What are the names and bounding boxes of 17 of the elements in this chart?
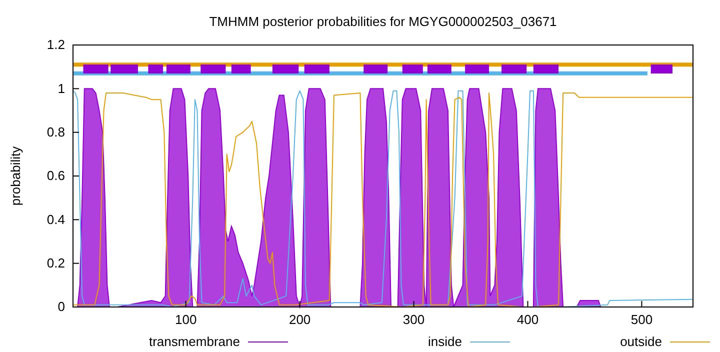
legend-label: inside: [428, 334, 462, 349]
chart-title: TMHMM posterior probabilities for MGYG000002503_03671: [209, 14, 557, 29]
y-tick-label: 0.2: [46, 255, 65, 270]
y-axis-title: probability: [8, 146, 23, 206]
legend-label: outside: [620, 334, 662, 349]
y-tick-label: 1.2: [46, 37, 65, 52]
y-tick-label: 0: [58, 299, 65, 314]
y-tick-label: 0.4: [46, 212, 65, 227]
y-tick-label: 1: [58, 80, 65, 96]
x-tick-label: 400: [516, 312, 539, 328]
y-tick-label: 0.6: [46, 168, 65, 184]
x-tick-label: 100: [174, 312, 197, 328]
y-tick-label: 0.8: [46, 124, 65, 140]
legend-label: transmembrane: [148, 334, 240, 349]
x-tick-label: 500: [630, 312, 653, 328]
x-tick-label: 300: [402, 312, 425, 328]
x-tick-label: 200: [288, 312, 311, 328]
